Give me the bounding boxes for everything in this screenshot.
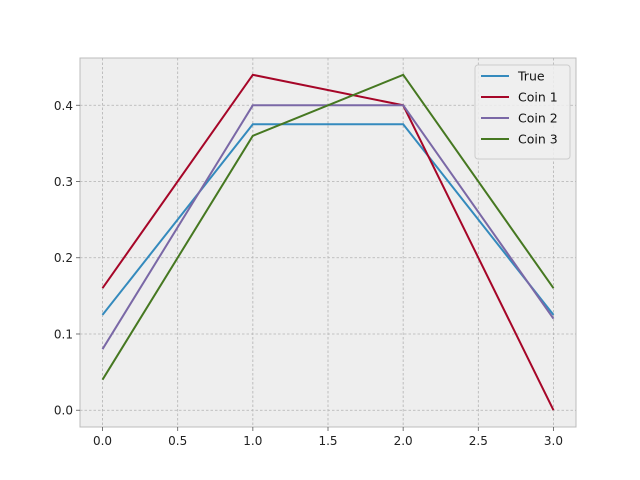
series-line-coin-3 bbox=[101, 73, 555, 381]
legend: True Coin 1 Coin 2 Coin 3 bbox=[474, 64, 571, 160]
y-tick-label: 0.3 bbox=[54, 175, 73, 189]
x-tick-label: 3.0 bbox=[544, 434, 563, 448]
y-tick-label: 0.0 bbox=[54, 404, 73, 418]
x-tick-label: 0.5 bbox=[168, 434, 187, 448]
legend-label-coin-2: Coin 2 bbox=[518, 111, 558, 126]
legend-label-true: True bbox=[517, 69, 545, 84]
legend-label-coin-1: Coin 1 bbox=[518, 90, 558, 105]
legend-box bbox=[474, 64, 571, 160]
series-line-coin-1 bbox=[101, 73, 555, 411]
legend-label-coin-3: Coin 3 bbox=[518, 132, 558, 147]
x-tick-label: 0.0 bbox=[93, 434, 112, 448]
x-tick-label: 2.5 bbox=[469, 434, 488, 448]
x-tick-label: 2.0 bbox=[394, 434, 413, 448]
series-line-true bbox=[101, 123, 555, 316]
y-tick-label: 0.2 bbox=[54, 251, 73, 265]
grid-lines bbox=[80, 58, 576, 427]
x-tick-label: 1.5 bbox=[318, 434, 337, 448]
x-tick-label: 1.0 bbox=[243, 434, 262, 448]
y-tick-label: 0.1 bbox=[54, 327, 73, 341]
y-tick-label: 0.4 bbox=[54, 99, 73, 113]
series-lines bbox=[101, 73, 555, 411]
axes: 0.0 0.5 1.0 1.5 2.0 2.5 3.0 0.0 0.1 0.2 0.3 0.4 bbox=[54, 99, 563, 448]
